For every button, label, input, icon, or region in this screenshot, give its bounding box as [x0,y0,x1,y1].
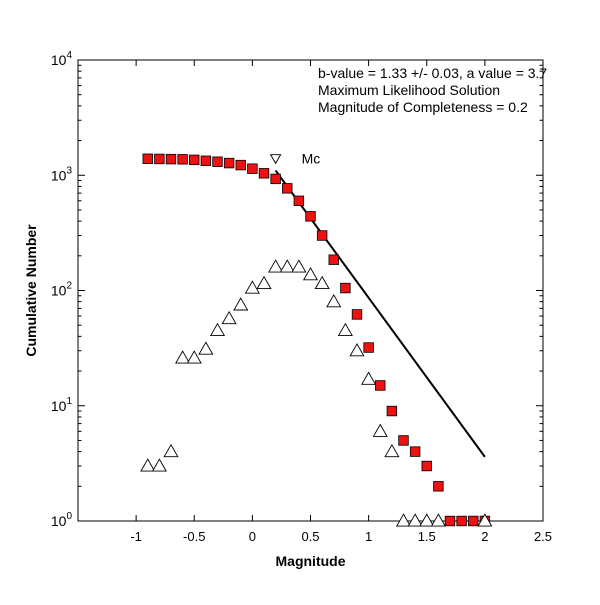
triangle-point [337,322,353,337]
mc-marker [269,154,282,165]
triangle-point [477,513,493,527]
y-tick-label: 104 [51,50,73,68]
y-axis-title: Cumulative Number [23,224,39,357]
triangle-point [419,513,435,527]
triangle-point [302,267,319,281]
x-tick-label: 2.5 [534,529,552,544]
square-point [235,159,246,171]
square-point [212,156,223,167]
x-tick-label: -1 [130,529,142,544]
triangle-point [395,513,412,527]
square-point [305,211,316,222]
square-point [177,154,188,165]
y-tick-label: 101 [51,396,73,414]
square-point [293,195,305,207]
square-point [444,515,456,527]
square-point [200,155,212,166]
square-point [398,435,409,446]
triangle-point [326,293,342,308]
x-tick-label: 2 [481,529,488,544]
triangle-point [221,310,237,325]
square-point [351,309,363,320]
square-point [154,153,165,165]
square-point [142,153,153,164]
x-tick-label: 1 [365,529,372,544]
triangle-point [349,343,365,357]
triangle-point [430,513,446,527]
square-point [270,173,281,185]
x-axis-title: Magnitude [276,553,346,569]
square-point [409,446,421,457]
y-tick-label: 100 [51,511,73,529]
triangle-point [268,259,284,273]
square-point [456,515,467,527]
completeness-annotation: Magnitude of Completeness = 0.2 [318,99,528,115]
triangle-point [361,371,377,385]
square-point [375,380,386,391]
triangle-point [175,350,191,364]
square-point [328,254,339,265]
triangle-point [186,350,202,364]
square-point [258,168,270,179]
square-point [340,282,351,294]
triangle-point [140,458,156,472]
triangle-point [244,280,260,294]
method-annotation: Maximum Likelihood Solution [318,82,500,98]
triangle-point [279,259,295,273]
square-point [421,460,432,472]
triangle-point [163,443,179,458]
x-tick-label: 0.5 [301,529,319,544]
mc-label: Mc [302,150,321,166]
x-tick-label: 1.5 [418,529,436,544]
plot-frame [77,59,544,522]
x-tick-label: -0.5 [183,529,205,544]
square-point [165,153,177,165]
x-tick-label: 0 [249,529,256,544]
triangle-point [198,341,214,355]
square-point [247,163,258,174]
y-tick-label: 102 [51,281,73,299]
square-point [223,157,235,169]
triangle-point [314,275,330,290]
square-point [316,230,328,241]
triangle-point [384,443,400,458]
square-point [363,342,374,353]
triangle-point [151,458,167,472]
triangle-point [291,259,307,273]
triangle-point [209,322,226,337]
triangle-point [407,513,423,527]
square-point [189,154,200,166]
square-point [468,515,479,527]
square-point [386,405,398,417]
square-point [433,481,444,492]
triangle-point [233,297,249,311]
b-value-annotation: b-value = 1.33 +/- 0.03, a value = 3.7 [318,65,547,81]
y-tick-label: 103 [51,165,73,183]
triangle-point [256,275,272,290]
square-point [282,183,293,194]
triangle-point [372,423,388,437]
